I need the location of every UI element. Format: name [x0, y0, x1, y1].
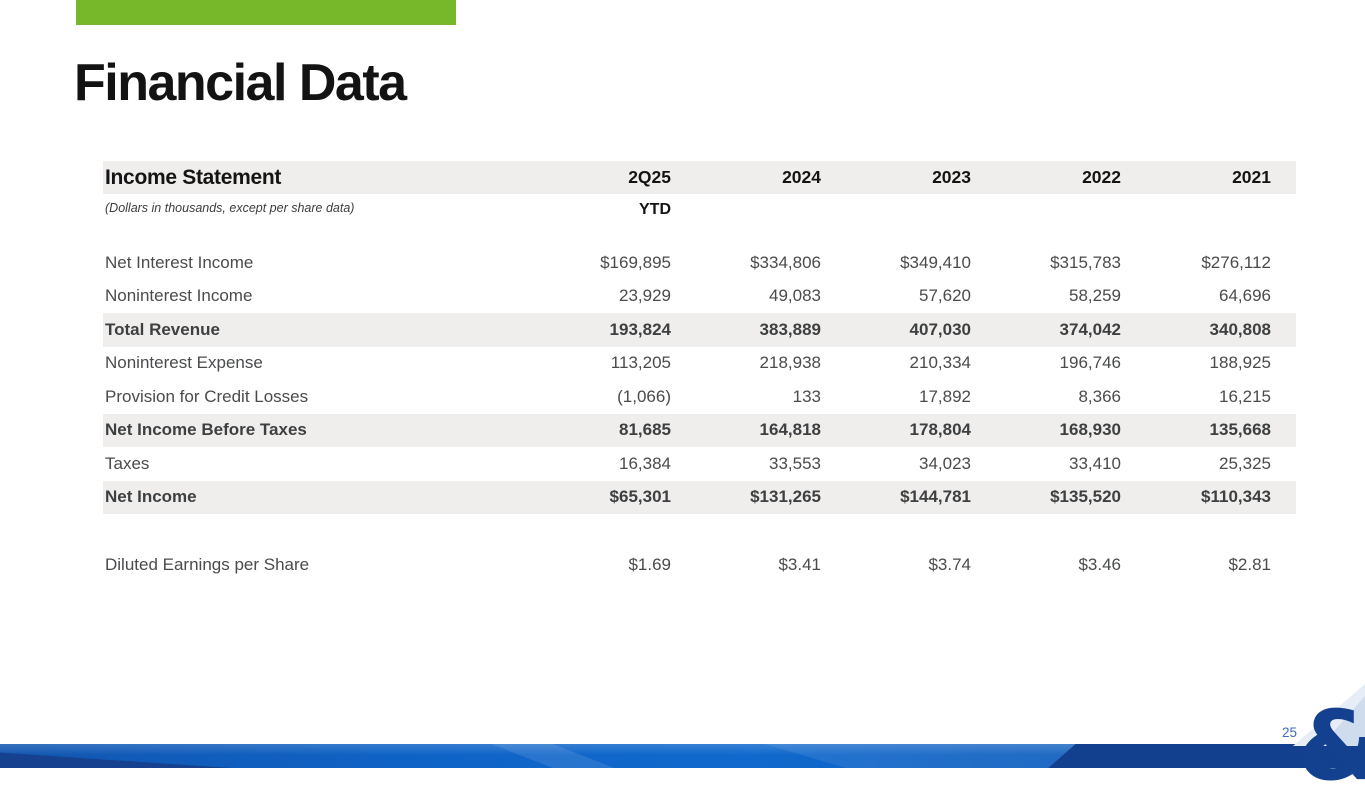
row-label: Net Income Before Taxes — [105, 420, 307, 440]
cell-value: $3.46 — [1078, 554, 1121, 574]
cell-value: 374,042 — [1059, 319, 1121, 339]
cell-value: 25,325 — [1219, 453, 1271, 473]
cell-value: (1,066) — [617, 386, 671, 406]
cell-value: $110,343 — [1201, 487, 1271, 507]
cell-value: $334,806 — [750, 252, 821, 272]
table-row-diluted-eps: Diluted Earnings per Share $1.69 $3.41 $… — [103, 548, 1296, 582]
cell-value: $131,265 — [750, 487, 821, 507]
cell-value: $65,301 — [609, 487, 671, 507]
cell-value: $1.69 — [628, 554, 671, 574]
table-row: Net Interest Income $169,895 $334,806 $3… — [103, 246, 1296, 280]
cell-value: 16,215 — [1219, 386, 1271, 406]
cell-value: 57,620 — [919, 286, 971, 306]
cell-value: 33,553 — [769, 453, 821, 473]
row-label: Provision for Credit Losses — [105, 386, 309, 406]
cell-value: 113,205 — [610, 353, 671, 373]
table-row: Provision for Credit Losses (1,066) 133 … — [103, 380, 1296, 414]
cell-value: 383,889 — [759, 319, 821, 339]
table-row: Taxes 16,384 33,553 34,023 33,410 25,325 — [103, 447, 1296, 481]
column-header-2022: 2022 — [1082, 167, 1121, 187]
cell-value: 81,685 — [619, 420, 671, 440]
column-header-2023: 2023 — [932, 167, 971, 187]
table-note: (Dollars in thousands, except per share … — [105, 201, 355, 215]
table-row-total-revenue: Total Revenue 193,824 383,889 407,030 37… — [103, 313, 1296, 347]
cell-value: 193,824 — [609, 319, 671, 339]
row-label: Net Income — [105, 487, 197, 507]
row-label: Net Interest Income — [105, 252, 254, 272]
cell-value: 188,925 — [1209, 353, 1271, 373]
cell-value: 16,384 — [619, 453, 671, 473]
cell-value: $169,895 — [600, 252, 671, 272]
cell-value: 210,334 — [909, 353, 971, 373]
table-subheader-row: (Dollars in thousands, except per share … — [103, 194, 1296, 246]
footer-bar-facet-right — [1048, 744, 1365, 768]
cell-value: $144,781 — [900, 487, 971, 507]
cell-value: 49,083 — [769, 286, 821, 306]
cell-value: 178,804 — [909, 420, 971, 440]
cell-value: $276,112 — [1201, 252, 1271, 272]
row-label: Diluted Earnings per Share — [105, 554, 310, 574]
income-statement-table: Income Statement 2Q25 2024 2023 2022 202… — [103, 161, 1296, 582]
cell-value: 64,696 — [1219, 286, 1271, 306]
row-label: Taxes — [105, 453, 150, 473]
cell-value: 196,746 — [1059, 353, 1121, 373]
cell-value: 17,892 — [919, 386, 971, 406]
cell-value: 58,259 — [1069, 286, 1121, 306]
cell-value: 33,410 — [1069, 453, 1121, 473]
cell-value: 135,668 — [1209, 420, 1271, 440]
cell-value: 340,808 — [1209, 319, 1271, 339]
cell-value: 164,818 — [759, 420, 821, 440]
footer-accent-bar — [0, 744, 1365, 768]
row-label: Noninterest Income — [105, 286, 253, 306]
column-header-2024: 2024 — [782, 167, 821, 187]
cell-value: $2.81 — [1228, 554, 1271, 574]
ytd-label: YTD — [639, 201, 671, 218]
cell-value: $3.41 — [778, 554, 821, 574]
cell-value: 133 — [792, 386, 821, 406]
ampersand-logo-icon: & — [1297, 698, 1365, 794]
cell-value: 218,938 — [759, 353, 821, 373]
cell-value: $135,520 — [1050, 487, 1121, 507]
cell-value: $3.74 — [928, 554, 971, 574]
column-header-2021: 2021 — [1232, 167, 1271, 187]
page-title: Financial Data — [74, 54, 407, 112]
column-header-2q25: 2Q25 — [628, 167, 671, 187]
corner-swoosh-graphic — [1293, 684, 1365, 746]
table-title: Income Statement — [105, 165, 282, 189]
cell-value: $349,410 — [900, 252, 971, 272]
row-label: Total Revenue — [105, 319, 220, 339]
table-row-net-income: Net Income $65,301 $131,265 $144,781 $13… — [103, 480, 1296, 514]
cell-value: 8,366 — [1078, 386, 1121, 406]
cell-value: 168,930 — [1059, 420, 1121, 440]
page-number: 25 — [1281, 725, 1297, 740]
table-spacer-row — [103, 514, 1296, 548]
table-row: Noninterest Expense 113,205 218,938 210,… — [103, 347, 1296, 381]
table-header-row: Income Statement 2Q25 2024 2023 2022 202… — [103, 161, 1296, 194]
cell-value: 407,030 — [909, 319, 971, 339]
table-row-net-income-before-taxes: Net Income Before Taxes 81,685 164,818 1… — [103, 413, 1296, 447]
cell-value: $315,783 — [1050, 252, 1121, 272]
cell-value: 23,929 — [619, 286, 671, 306]
table-row: Noninterest Income 23,929 49,083 57,620 … — [103, 280, 1296, 314]
cell-value: 34,023 — [919, 453, 971, 473]
row-label: Noninterest Expense — [105, 353, 263, 373]
top-accent-bar — [76, 0, 456, 25]
